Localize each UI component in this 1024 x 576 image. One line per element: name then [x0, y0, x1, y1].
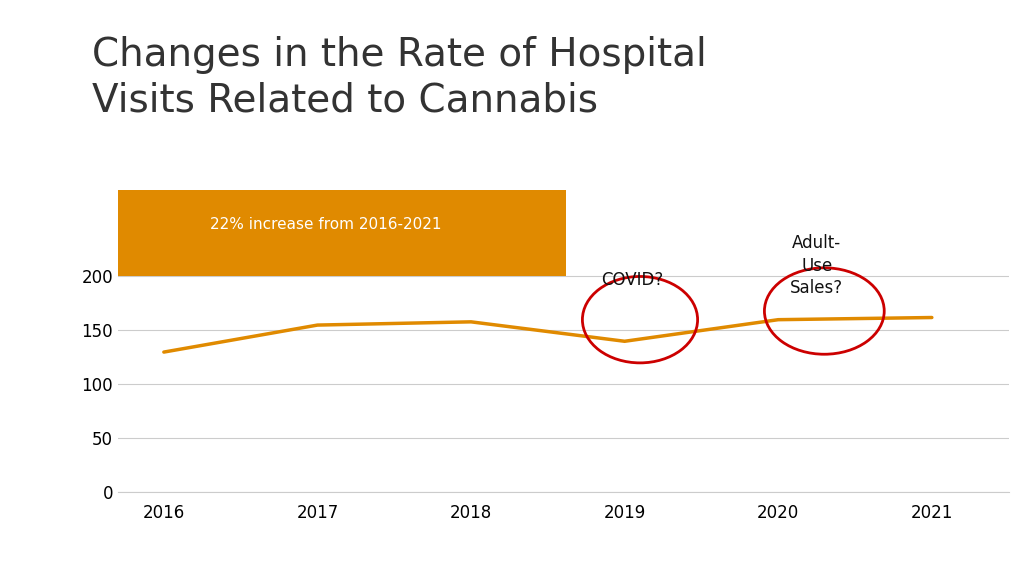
Text: 22% increase from 2016-2021: 22% increase from 2016-2021 [210, 217, 441, 232]
Bar [118, 190, 566, 276]
Text: Adult-
Use
Sales?: Adult- Use Sales? [791, 234, 843, 297]
Text: Changes in the Rate of Hospital
Visits Related to Cannabis: Changes in the Rate of Hospital Visits R… [92, 36, 707, 119]
Text: COVID?: COVID? [601, 271, 664, 289]
Text: Rates are per 10k Hospital Visits: Rates are per 10k Hospital Visits [346, 545, 678, 563]
